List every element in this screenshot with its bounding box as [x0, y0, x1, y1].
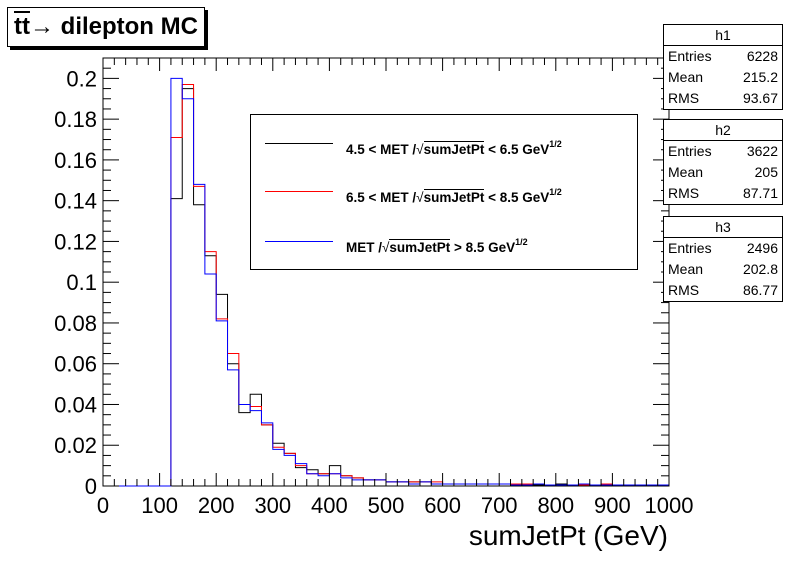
stats-box-h1: h1 Entries 6228 Mean 215.2 RMS 93.67 — [663, 24, 783, 110]
y-tick-label: 0.1 — [66, 270, 97, 295]
legend: 4.5 < MET /√sumJetPt < 6.5 GeV1/2 6.5 < … — [250, 114, 638, 270]
stats-name: h3 — [664, 217, 782, 238]
stats-label: Mean — [668, 69, 704, 85]
stats-label: Entries — [668, 143, 712, 159]
y-tick-label: 0.02 — [54, 433, 97, 458]
stats-box-h3: h3 Entries 2496 Mean 202.8 RMS 86.77 — [663, 216, 783, 302]
stats-name: h1 — [664, 25, 782, 46]
stats-label: RMS — [668, 282, 700, 298]
stats-value: 3622 — [746, 143, 778, 159]
title-rest: → dilepton MC — [29, 13, 198, 40]
stats-label: Entries — [668, 240, 712, 256]
stats-mean-row: Mean 215.2 — [664, 67, 782, 88]
stats-entries-row: Entries 3622 — [664, 141, 782, 162]
stats-value: 87.71 — [742, 185, 778, 201]
legend-label: MET /√sumJetPt > 8.5 GeV1/2 — [346, 237, 528, 255]
legend-line — [265, 241, 333, 242]
chart-title: tt → dilepton MC — [7, 7, 205, 47]
legend-line — [265, 191, 333, 192]
x-tick-label: 800 — [537, 493, 574, 518]
stats-value: 202.8 — [742, 261, 778, 277]
y-tick-label: 0.16 — [54, 148, 97, 173]
stats-value: 86.77 — [742, 282, 778, 298]
x-axis-label: sumJetPt (GeV) — [468, 520, 668, 551]
legend-entry: 6.5 < MET /√sumJetPt < 8.5 GeV1/2 — [251, 181, 637, 205]
x-tick-label: 700 — [481, 493, 518, 518]
legend-entry: 4.5 < MET /√sumJetPt < 6.5 GeV1/2 — [251, 133, 637, 157]
stats-label: Mean — [668, 261, 704, 277]
stats-name: h2 — [664, 120, 782, 141]
stats-entries-row: Entries 6228 — [664, 46, 782, 67]
x-tick-label: 600 — [424, 493, 461, 518]
stats-rms-row: RMS 87.71 — [664, 183, 782, 204]
legend-line — [265, 143, 333, 144]
stats-value: 2496 — [746, 240, 778, 256]
stats-label: Mean — [668, 164, 704, 180]
x-tick-label: 0 — [97, 493, 109, 518]
y-tick-label: 0.18 — [54, 107, 97, 132]
series-layer — [103, 77, 669, 487]
stats-mean-row: Mean 205 — [664, 162, 782, 183]
stats-rms-row: RMS 93.67 — [664, 88, 782, 109]
y-tick-label: 0.04 — [54, 392, 97, 417]
x-tick-label: 300 — [254, 493, 291, 518]
x-tick-label: 1000 — [645, 493, 694, 518]
stats-label: RMS — [668, 90, 700, 106]
stats-value: 215.2 — [742, 69, 778, 85]
stats-rms-row: RMS 86.77 — [664, 280, 782, 301]
stats-label: RMS — [668, 185, 700, 201]
stats-value: 6228 — [746, 48, 778, 64]
legend-label: 4.5 < MET /√sumJetPt < 6.5 GeV1/2 — [346, 139, 562, 157]
y-tick-label: 0.14 — [54, 189, 97, 214]
y-tick-label: 0 — [85, 474, 97, 499]
y-tick-label: 0.08 — [54, 311, 97, 336]
x-tick-label: 400 — [311, 493, 348, 518]
x-tick-label: 500 — [368, 493, 405, 518]
legend-label: 6.5 < MET /√sumJetPt < 8.5 GeV1/2 — [346, 187, 562, 205]
series-h3 — [103, 77, 669, 487]
y-tick-label: 0.12 — [54, 229, 97, 254]
stats-entries-row: Entries 2496 — [664, 238, 782, 259]
legend-entry: MET /√sumJetPt > 8.5 GeV1/2 — [251, 231, 637, 255]
y-tick-label: 0.06 — [54, 352, 97, 377]
title-ttbar: tt — [14, 13, 30, 40]
x-tick-label: 100 — [141, 493, 178, 518]
stats-mean-row: Mean 202.8 — [664, 259, 782, 280]
stats-value: 93.67 — [742, 90, 778, 106]
x-tick-label: 900 — [594, 493, 631, 518]
y-tick-label: 0.2 — [66, 66, 97, 91]
x-tick-label: 200 — [198, 493, 235, 518]
stats-value: 205 — [754, 164, 778, 180]
stats-label: Entries — [668, 48, 712, 64]
stats-box-h2: h2 Entries 3622 Mean 205 RMS 87.71 — [663, 119, 783, 205]
